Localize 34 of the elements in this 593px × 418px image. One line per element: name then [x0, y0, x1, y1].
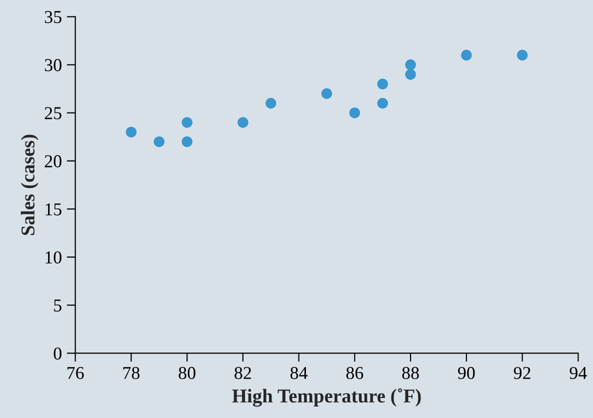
x-axis-title: High Temperature (˚F): [232, 388, 421, 407]
point: [265, 98, 276, 109]
point: [461, 50, 472, 61]
x-tick-label: 94: [570, 366, 587, 380]
x-tick-label: 92: [514, 366, 530, 380]
point: [377, 78, 388, 90]
y-tick-label: 25: [44, 107, 62, 120]
point: [349, 107, 360, 118]
y-tick-label: 0: [54, 347, 62, 360]
point: [321, 88, 332, 100]
y-tick-label: 10: [46, 251, 62, 264]
point: [377, 98, 388, 109]
x-tick-label: 80: [178, 366, 196, 380]
point: [182, 117, 192, 128]
y-tick-label: 35: [44, 11, 62, 24]
point: [154, 136, 164, 148]
y-tick-label: 15: [46, 203, 62, 216]
point: [126, 126, 137, 138]
x-tick-label: 90: [458, 366, 475, 380]
x-tick-label: 76: [67, 366, 84, 380]
y-tick-label: 20: [44, 155, 62, 168]
x-tick-label: 88: [402, 366, 419, 380]
x-tick-label: 84: [290, 366, 308, 380]
x-tick-label: 78: [123, 366, 140, 380]
x-tick-label: 86: [346, 366, 364, 380]
point: [405, 59, 416, 70]
y-axis-title: Sales (cases): [20, 134, 39, 235]
point: [238, 117, 248, 128]
point: [405, 69, 416, 80]
point: [182, 136, 192, 148]
y-tick-label: 5: [54, 300, 62, 312]
x-tick-label: 82: [234, 366, 251, 380]
y-tick-label: 30: [44, 59, 62, 72]
point: [516, 50, 528, 61]
